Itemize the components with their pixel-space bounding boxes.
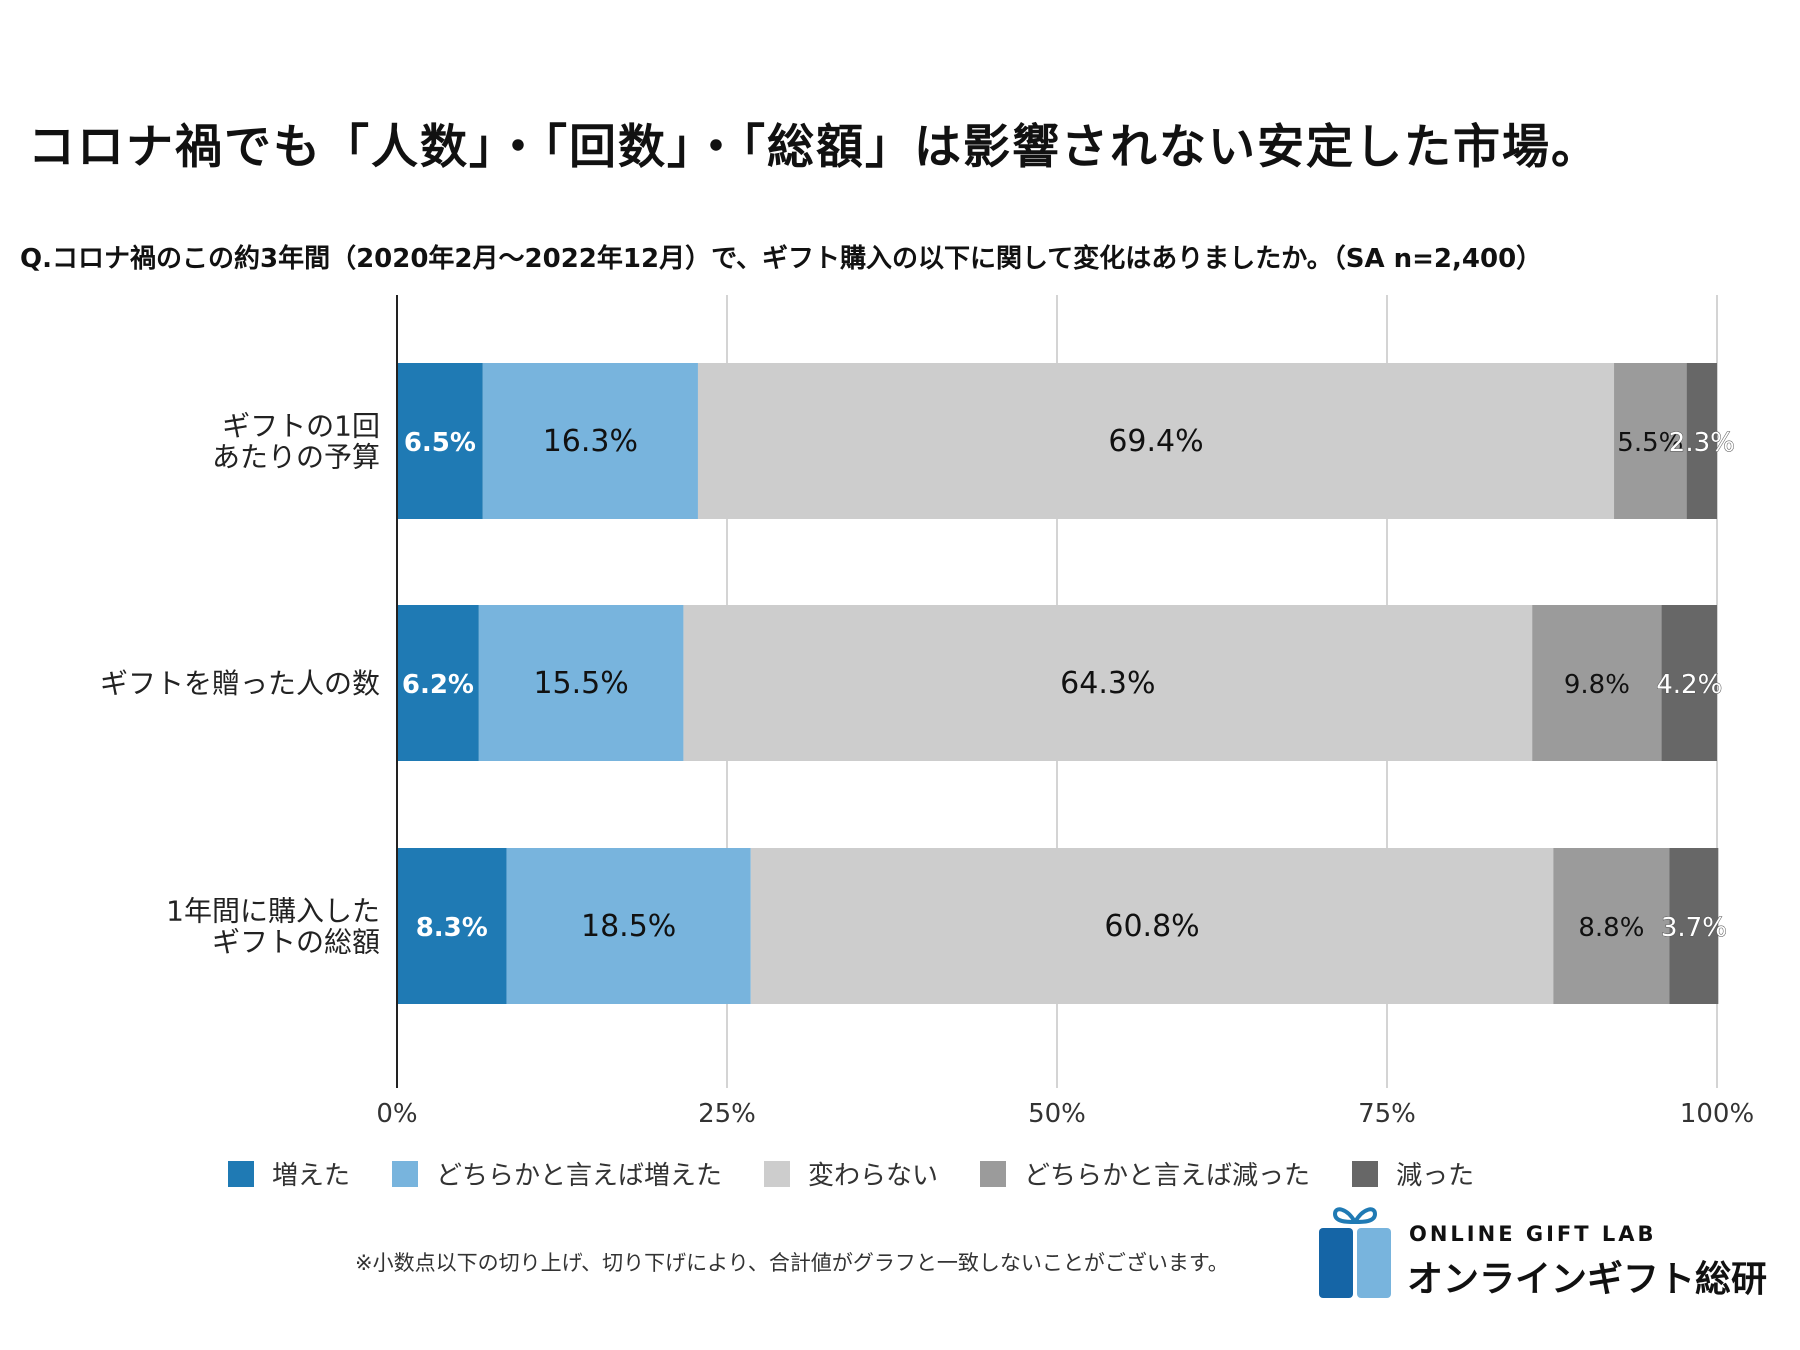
data-label: 18.5% [581, 909, 676, 944]
stacked-bar-chart: 6.5% 16.3% 69.4% 5.5%2.3% 6.2% 15.5% 64.3% 9.8%… [100, 295, 1754, 1129]
data-label: 6.2% [402, 670, 474, 700]
x-tick-label: 75% [1358, 1099, 1416, 1129]
legend-item: 増えた [228, 1155, 350, 1192]
brand-logo: ONLINE GIFT LAB オンラインギフト総研 [1317, 1198, 1787, 1303]
logo-text-en: ONLINE GIFT LAB [1409, 1222, 1657, 1246]
legend-item: どちらかと言えば減った [980, 1155, 1310, 1192]
bar-segment [683, 605, 1533, 761]
data-label: 64.3% [1060, 666, 1155, 701]
data-label: 9.8% [1564, 670, 1630, 700]
data-label: 69.4% [1108, 424, 1203, 459]
data-label: 16.3% [543, 424, 638, 459]
data-label: 60.8% [1104, 909, 1199, 944]
bars [397, 363, 1719, 1004]
gift-box-icon [1319, 1207, 1391, 1298]
data-label: 3.7% [1661, 913, 1727, 943]
legend-label: 増えた [272, 1161, 351, 1191]
bar-segment [1661, 605, 1717, 761]
legend-swatch [392, 1160, 419, 1187]
legend-label: 変わらない [808, 1161, 939, 1191]
logo-text-ja: オンラインギフト総研 [1407, 1259, 1768, 1300]
bar-segment [506, 848, 751, 1004]
legend-swatch [228, 1160, 254, 1187]
legend-swatch [764, 1160, 791, 1187]
legend-item: どちらかと言えば増えた [392, 1155, 722, 1192]
bar-segment [1614, 363, 1687, 519]
x-tick-label: 100% [1680, 1099, 1754, 1129]
legend-label: どちらかと言えば増えた [436, 1161, 723, 1191]
headline: コロナ禍でも「人数」・「回数」・「総額」は影響されない安定した市場。 [28, 120, 1600, 175]
data-label: 15.5% [533, 666, 628, 701]
data-label: 5.5% [1617, 428, 1683, 458]
category-label-line: ギフトの総額 [212, 926, 380, 959]
legend-item: 減った [1352, 1155, 1474, 1192]
data-labels: 6.5% 16.3% 69.4% 5.5%2.3% 6.2% 15.5% 64.3% 9.8%… [402, 424, 1735, 944]
bar-segment [1669, 848, 1719, 1004]
category-label-line: あたりの予算 [212, 441, 380, 474]
data-label: 6.5% [404, 428, 476, 458]
data-label: 4.2% [1656, 670, 1722, 700]
bar-segment [397, 848, 507, 1004]
x-tick-label: 25% [698, 1099, 756, 1129]
legend-label: どちらかと言えば減った [1024, 1161, 1311, 1191]
footnote: ※小数点以下の切り上げ、切り下げにより、合計値がグラフと一致しないことがございま… [355, 1251, 1229, 1275]
category-label-line: ギフトの1回 [222, 410, 380, 443]
x-tick-label: 0% [376, 1099, 417, 1129]
legend: 増えた どちらかと言えば増えた 変わらない どちらかと言えば減った 減った [228, 1155, 1516, 1192]
legend-swatch [980, 1160, 1007, 1187]
bar-segment [1553, 848, 1670, 1004]
data-label: 8.3% [416, 913, 488, 943]
bar-segment [697, 363, 1615, 519]
category-label: ギフトの1回あたりの予算 [212, 410, 380, 474]
bar-segment [478, 605, 684, 761]
bar-segment [750, 848, 1554, 1004]
category-label: ギフトを贈った人の数 [100, 667, 380, 700]
x-tick-label: 50% [1028, 1099, 1086, 1129]
category-label: 1年間に購入したギフトの総額 [166, 895, 380, 959]
category-label-line: ギフトを贈った人の数 [100, 667, 380, 700]
bar-segment [1532, 605, 1662, 761]
bar-segment [397, 363, 483, 519]
question-text: Q.コロナ禍のこの約3年間（2020年2月〜2022年12月）で、ギフト購入の以… [20, 244, 1543, 274]
bar-segment [397, 605, 479, 761]
legend-swatch [1352, 1160, 1379, 1187]
data-label: 8.8% [1578, 913, 1644, 943]
bar-segment [482, 363, 698, 519]
category-label-line: 1年間に購入した [166, 895, 380, 928]
legend-item: 変わらない [764, 1155, 938, 1192]
bar-segment [1686, 363, 1717, 519]
legend-label: 減った [1396, 1161, 1475, 1191]
data-label: 2.3% [1669, 428, 1735, 458]
